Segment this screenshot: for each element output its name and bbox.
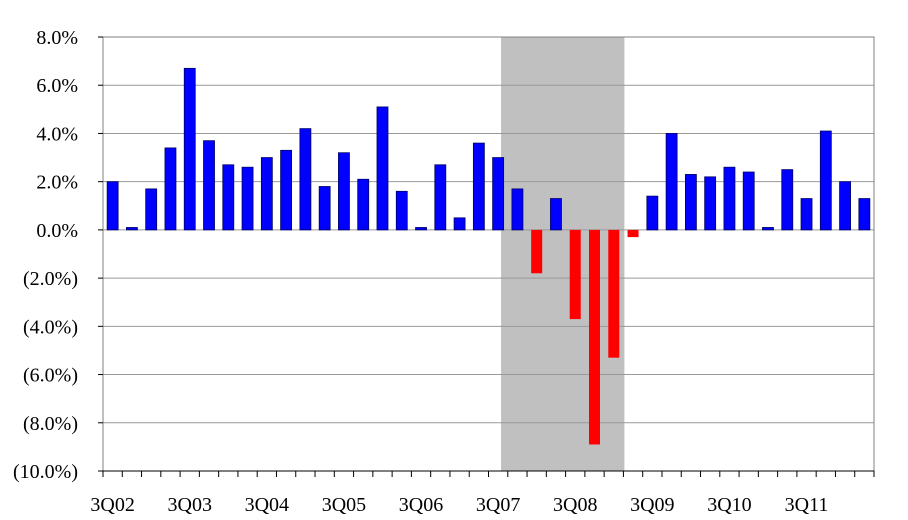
positive-bar [106, 181, 119, 231]
x-tick-label: 3Q05 [322, 494, 366, 516]
y-tick-label: 2.0% [36, 172, 78, 194]
x-tick-label: 3Q03 [168, 494, 212, 516]
positive-bar [550, 198, 562, 231]
axes-layer [98, 36, 875, 477]
positive-bar [299, 128, 312, 231]
positive-bar [665, 133, 678, 231]
positive-bar [203, 140, 215, 231]
negative-bar [531, 229, 543, 274]
positive-bar [338, 152, 350, 231]
positive-bar [376, 106, 389, 231]
positive-bar [260, 157, 273, 231]
negative-bar [627, 229, 639, 238]
x-tick-label: 3Q06 [399, 494, 443, 516]
y-tick-label: (2.0%) [23, 268, 78, 290]
plot-frame [102, 36, 875, 472]
negative-bar [569, 229, 581, 320]
positive-bar [762, 227, 774, 231]
negative-bar [608, 229, 620, 358]
recession-shading-layer [501, 37, 625, 471]
gridlines-layer [103, 36, 874, 472]
x-tick-label: 3Q07 [476, 494, 520, 516]
positive-bar [742, 171, 755, 231]
y-tick-label: 0.0% [36, 220, 78, 242]
positive-bar [222, 164, 235, 231]
positive-bar [800, 198, 813, 231]
y-tick-label: 8.0% [36, 27, 78, 49]
positive-bar [723, 166, 736, 231]
x-tick-label: 3Q11 [785, 494, 829, 516]
recession-shaded-region [501, 37, 625, 471]
positive-bar [164, 147, 177, 231]
positive-bar [819, 130, 832, 231]
positive-bar [145, 188, 158, 231]
positive-bar [415, 227, 427, 231]
positive-bar [126, 227, 138, 231]
y-tick-label: (4.0%) [23, 316, 78, 338]
x-tick-label: 3Q09 [630, 494, 674, 516]
positive-bar [472, 142, 485, 231]
y-tick-label: 6.0% [36, 75, 78, 97]
negative-bar [589, 229, 601, 445]
positive-bar [318, 186, 331, 231]
positive-bar [511, 188, 524, 231]
positive-bar [492, 157, 505, 231]
positive-bar [704, 176, 717, 231]
x-tick-labels-layer: 3Q02 3Q03 3Q04 3Q05 3Q06 3Q07 3Q08 3Q09 3Q10 3Q11 [90, 494, 828, 516]
positive-bar [183, 67, 196, 231]
x-tick-label: 3Q08 [553, 494, 597, 516]
x-tick-label: 3Q04 [245, 494, 289, 516]
positive-bar [781, 169, 794, 231]
positive-bar [453, 217, 466, 231]
positive-bar [395, 190, 408, 231]
positive-bar [357, 178, 370, 231]
y-tick-label: 4.0% [36, 123, 78, 145]
bars-layer [106, 67, 871, 445]
positive-bar [858, 198, 871, 231]
y-tick-labels-layer: 8.0% 6.0% 4.0% 2.0% 0.0% (2.0%) (4.0%) (6.0%) (8… [13, 27, 78, 483]
x-tick-label: 3Q02 [90, 494, 134, 516]
positive-bar [839, 181, 851, 231]
y-tick-label: (8.0%) [23, 413, 78, 435]
x-tick-label: 3Q10 [707, 494, 751, 516]
positive-bar [280, 149, 293, 231]
positive-bar [646, 195, 659, 231]
positive-bar [684, 174, 697, 231]
y-tick-label: (6.0%) [23, 365, 78, 387]
positive-bar [241, 166, 254, 231]
positive-bar [434, 164, 447, 231]
y-tick-label: (10.0%) [13, 461, 78, 483]
